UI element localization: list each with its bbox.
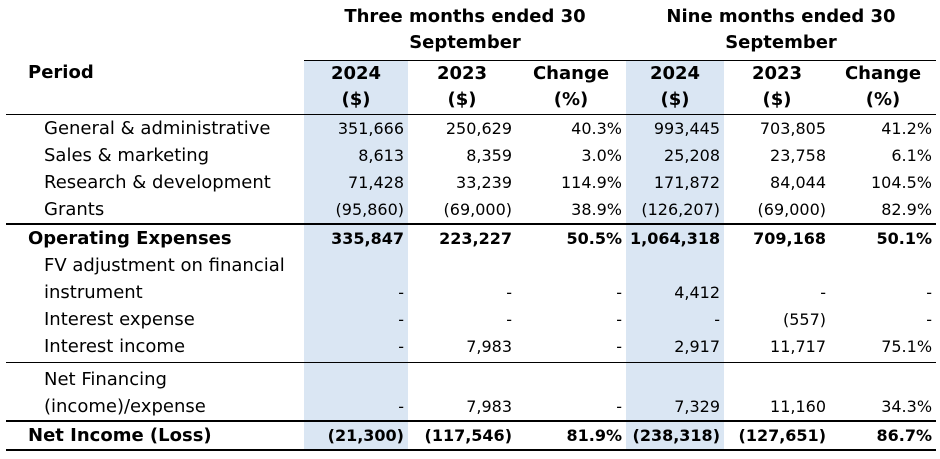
cell-value: 50.5% — [516, 222, 626, 252]
row-label-operating-expenses: Operating Expenses — [6, 222, 304, 252]
cell-value: 335,847 — [304, 222, 408, 252]
table-row: Interest income - 7,983 - 2,917 11,717 7… — [6, 332, 937, 363]
cell-value: 34.3% — [881, 397, 933, 416]
period-header: Period — [6, 60, 304, 115]
cell-value: 81.9% — [516, 420, 626, 451]
column-header-row: Period 2024 ($) 2023 ($) Change (%) 2024 ($)… — [6, 60, 937, 115]
cell-value: - — [820, 282, 826, 302]
cell-value: (95,860) — [304, 195, 408, 224]
cell-value: 7,329 — [626, 362, 724, 421]
cell-value: 86.7% — [830, 420, 937, 451]
col-header-3m-change: Change (%) — [516, 60, 626, 115]
cell-value: 709,168 — [724, 222, 830, 252]
cell-value: 993,445 — [626, 114, 724, 142]
cell-value: (21,300) — [304, 420, 408, 451]
col-header-3m-2023: 2023 ($) — [408, 60, 516, 115]
cell-value: - — [304, 251, 408, 306]
cell-value: - — [616, 309, 622, 329]
table-row: Grants (95,860) (69,000) 38.9% (126,207)… — [6, 195, 936, 224]
cell-value: - — [616, 282, 622, 302]
row-label-interest-expense: Interest expense — [44, 308, 195, 330]
cell-value: 82.9% — [881, 199, 933, 219]
cell-value: 223,227 — [408, 222, 516, 252]
cell-value: 25,208 — [626, 141, 724, 169]
table-row: Net Financing (income)/expense - 7,983 - … — [6, 362, 936, 421]
group-header-spacer — [6, 4, 304, 60]
row-label-sales-marketing: Sales & marketing — [44, 144, 210, 166]
cell-value: - — [506, 309, 512, 329]
cell-value: (127,651) — [724, 420, 830, 451]
cell-value: (557) — [782, 309, 826, 329]
cell-value: 71,428 — [304, 168, 408, 196]
row-label-general-admin: General & administrative — [44, 117, 271, 139]
cell-value: 11,160 — [770, 397, 826, 416]
table-row-total: Net Income (Loss) (21,300) (117,546) 81.… — [6, 420, 937, 451]
cell-value: 1,064,318 — [626, 222, 724, 252]
cell-value: (126,207) — [626, 195, 724, 224]
table-row: Interest expense - - - - (557) - — [6, 305, 936, 333]
table-row: General & administrative 351,666 250,629… — [6, 114, 936, 142]
table-row: Research & development 71,428 33,239 114… — [6, 168, 936, 196]
row-label-net-financing: Net Financing (income)/expense — [44, 369, 206, 417]
cell-value: 351,666 — [304, 114, 408, 142]
table-row: FV adjustment on financial instrument - -… — [6, 251, 936, 306]
cell-value: 104.5% — [871, 172, 933, 192]
table-row-total: Operating Expenses 335,847 223,227 50.5%… — [6, 222, 937, 252]
cell-value: 40.3% — [571, 118, 622, 138]
cell-value: 33,239 — [456, 172, 512, 192]
cell-value: 8,359 — [466, 145, 512, 165]
cell-value: (238,318) — [626, 420, 724, 451]
row-label-net-income: Net Income (Loss) — [6, 420, 304, 451]
row-label-interest-income: Interest income — [6, 332, 304, 363]
group-header-three-months: Three months ended 30 September — [304, 4, 626, 61]
cell-value: 7,983 — [408, 332, 516, 363]
cell-value: 2,917 — [626, 332, 724, 363]
cell-value: - — [516, 332, 626, 363]
group-header-row: Three months ended 30 September Nine mon… — [6, 4, 937, 61]
cell-value: 75.1% — [830, 332, 937, 363]
cell-value: (117,546) — [408, 420, 516, 451]
cell-value: 6.1% — [891, 145, 933, 165]
cell-value: 38.9% — [571, 199, 622, 219]
cell-value: 41.2% — [881, 118, 933, 138]
cell-value: 171,872 — [626, 168, 724, 196]
cell-value: 8,613 — [304, 141, 408, 169]
cell-value: 11,717 — [724, 332, 830, 363]
group-header-nine-months: Nine months ended 30 September — [626, 4, 937, 61]
cell-value: - — [926, 309, 933, 329]
col-header-9m-2024: 2024 ($) — [626, 60, 724, 115]
col-header-3m-2024: 2024 ($) — [304, 60, 408, 115]
cell-value: 4,412 — [626, 251, 724, 306]
cell-value: - — [506, 282, 512, 302]
row-label-research-development: Research & development — [44, 171, 271, 193]
cell-value: 50.1% — [830, 222, 937, 252]
cell-value: 7,983 — [466, 397, 512, 416]
cell-value: - — [304, 362, 408, 421]
cell-value: 250,629 — [445, 118, 512, 138]
cell-value: (69,000) — [443, 199, 512, 219]
col-header-9m-change: Change (%) — [830, 60, 937, 115]
cell-value: 114.9% — [560, 172, 622, 192]
table-row: Sales & marketing 8,613 8,359 3.0% 25,20… — [6, 141, 936, 169]
cell-value: - — [626, 305, 724, 333]
expenses-table: Three months ended 30 September Nine mon… — [6, 4, 937, 451]
cell-value: 3.0% — [581, 145, 622, 165]
cell-value: - — [304, 305, 408, 333]
col-header-9m-2023: 2023 ($) — [724, 60, 830, 115]
cell-value: - — [304, 332, 408, 363]
cell-value: 23,758 — [770, 145, 826, 165]
row-label-fv-adjustment: FV adjustment on financial instrument — [44, 254, 285, 303]
cell-value: 703,805 — [759, 118, 826, 138]
cell-value: - — [616, 397, 622, 416]
cell-value: 84,044 — [770, 172, 826, 192]
row-label-grants: Grants — [44, 198, 105, 220]
cell-value: (69,000) — [757, 199, 826, 219]
cell-value: - — [926, 282, 933, 302]
